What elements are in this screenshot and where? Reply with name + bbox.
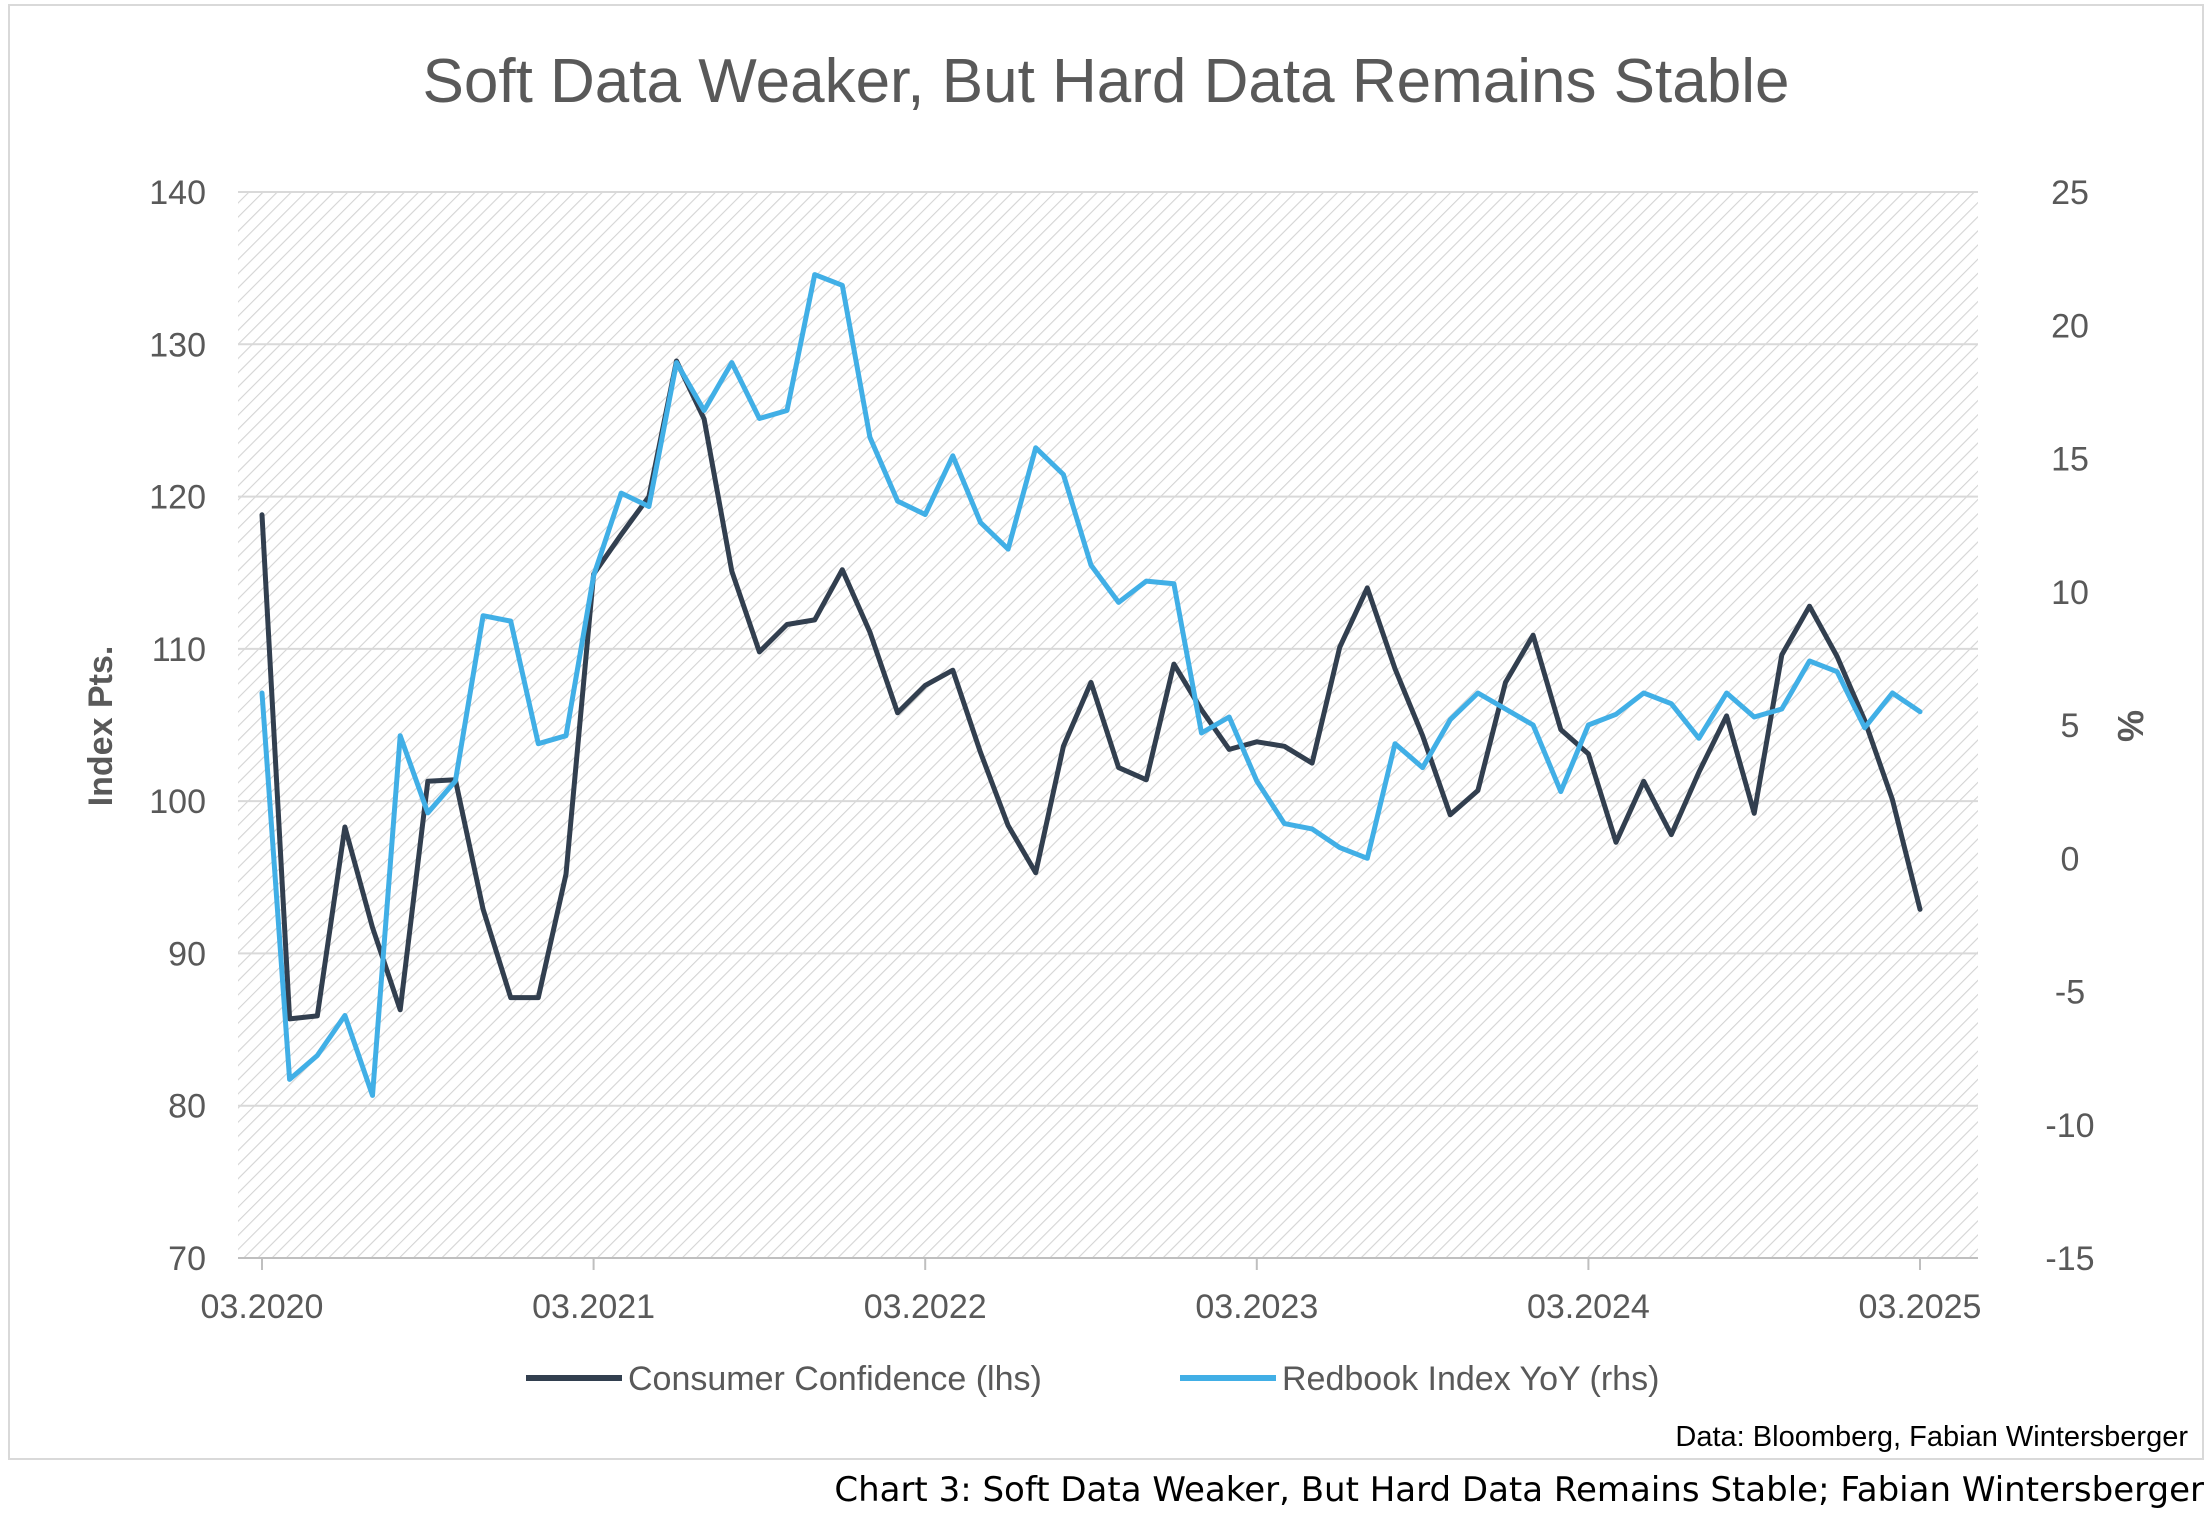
y-axis-right-label: % [2110,710,2151,742]
y-left-tick-label: 100 [149,783,206,821]
y-left-tick-label: 130 [149,326,206,364]
x-tick-label: 03.2020 [201,1288,324,1326]
source-note: Data: Bloomberg, Fabian Wintersberger [1675,1421,2188,1453]
y-left-tick-label: 90 [168,935,206,973]
x-tick-label: 03.2023 [1195,1288,1318,1326]
y-left-tick-label: 110 [152,631,206,669]
x-tick-label: 03.2025 [1859,1288,1982,1326]
axes: 140 130 120 110 100 90 80 70 25 20 15 10 5 0 -5 -10 -15 0… [149,174,2094,1326]
plot-area [238,192,1978,1258]
legend-label-redbook: Redbook Index YoY (rhs) [1282,1360,1659,1398]
y-right-tick-label: 20 [2051,307,2089,345]
series-line-consumer-confidence [259,358,1923,1022]
legend-label-consumer-confidence: Consumer Confidence (lhs) [628,1360,1042,1398]
y-right-tick-label: 10 [2051,574,2089,612]
y-left-tick-label: 120 [149,479,206,517]
y-right-tick-label: 15 [2051,441,2089,479]
legend: Consumer Confidence (lhs) Redbook Index … [526,1360,1659,1398]
x-tick-label: 03.2022 [864,1288,987,1326]
series-line-redbook-index [259,272,1923,1098]
y-right-tick-label: 0 [2061,840,2080,878]
chart-frame: Soft Data Weaker, But Hard Data Remains … [8,4,2204,1460]
x-tick-label: 03.2021 [532,1288,655,1326]
y-left-tick-label: 70 [168,1240,206,1278]
y-right-tick-label: 25 [2051,174,2089,212]
y-left-tick-label: 80 [168,1088,206,1126]
y-right-tick-label: -5 [2055,974,2085,1012]
y-axis-left-label: Index Pts. [82,646,120,807]
series-lines [259,272,1923,1098]
chart-title: Soft Data Weaker, But Hard Data Remains … [423,47,1790,116]
figure-caption: Chart 3: Soft Data Weaker, But Hard Data… [834,1470,2204,1510]
y-left-tick-label: 140 [149,174,206,212]
y-right-tick-label: -10 [2045,1107,2094,1145]
x-tick-label: 03.2024 [1527,1288,1650,1326]
grid-lines [238,191,1978,1107]
chart-svg: Soft Data Weaker, But Hard Data Remains … [82,47,2188,1453]
y-right-tick-label: -15 [2045,1240,2094,1278]
y-right-tick-label: 5 [2061,707,2080,745]
